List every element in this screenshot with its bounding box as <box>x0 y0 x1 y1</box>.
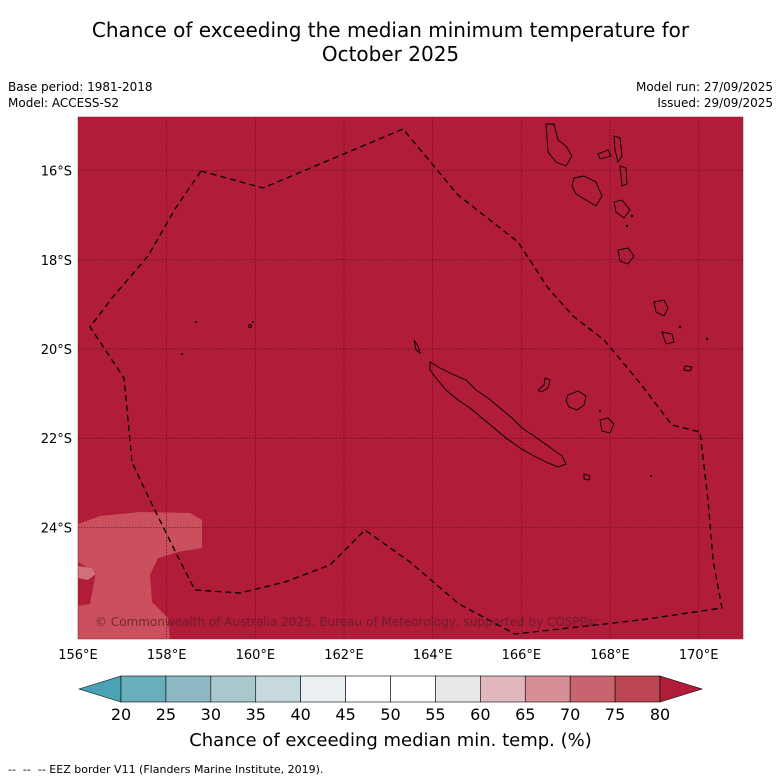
colorbar-tick-label: 30 <box>201 705 221 724</box>
ambae <box>597 149 612 160</box>
base-period: Base period: 1981-2018 <box>8 80 153 94</box>
colorbar-box <box>345 675 391 703</box>
colorbar-tick-label: 25 <box>156 705 176 724</box>
lon-tick-label: 164°E <box>413 648 453 663</box>
islet <box>650 475 652 477</box>
colorbar-tick-label: 55 <box>425 705 445 724</box>
title-line-1: Chance of exceeding the median minimum t… <box>91 18 690 42</box>
lifou-island <box>565 390 587 411</box>
colorbar-ticks: 20 25 30 35 40 45 50 55 60 65 70 75 80 <box>111 705 670 724</box>
eez-border <box>89 128 723 635</box>
colorbar-tick-label: 45 <box>335 705 355 724</box>
islet <box>630 214 634 218</box>
meta-left: Base period: 1981-2018 Model: ACCESS-S2 <box>8 79 153 111</box>
colorbar-box <box>300 675 346 703</box>
colorbar-tick-label: 35 <box>246 705 266 724</box>
latitude-labels: 16°S 18°S 20°S 22°S 24°S <box>41 165 72 537</box>
colorbar-box <box>614 675 661 703</box>
malakula <box>571 175 603 207</box>
colorbar-box <box>524 675 571 703</box>
maewo-pentecost <box>613 135 623 164</box>
longitude-labels: 156°E 158°E 160°E 162°E 164°E 166°E 168°E 170°E <box>58 648 718 663</box>
model-name: Model: ACCESS-S2 <box>8 96 120 110</box>
islet <box>252 321 254 323</box>
epi-island <box>613 199 631 219</box>
model-run: Model run: 27/09/2025 <box>635 80 773 94</box>
lat-tick-label: 24°S <box>41 521 72 536</box>
colorbar-box <box>165 675 212 703</box>
mare-island <box>599 417 615 434</box>
probability-field <box>78 117 743 639</box>
colorbar-boxes <box>120 675 661 703</box>
espiritu-santo <box>545 123 573 167</box>
isle-of-pines <box>583 473 591 481</box>
colorbar-box <box>255 675 301 703</box>
pentecost <box>619 165 628 187</box>
lon-tick-label: 156°E <box>58 648 98 663</box>
colorbar-over-arrow <box>659 675 704 703</box>
copyright-notice: © Commonwealth of Australia 2025, Bureau… <box>95 615 600 629</box>
efate <box>617 247 635 265</box>
colorbar-tick-label: 70 <box>560 705 580 724</box>
map-panel: © Commonwealth of Australia 2025, Bureau… <box>77 116 744 640</box>
lat-tick-label: 20°S <box>41 343 72 358</box>
islet <box>195 321 197 323</box>
colorbar-box <box>120 675 167 703</box>
colorbar-under-arrow <box>77 675 122 703</box>
lon-tick-label: 160°E <box>236 648 276 663</box>
issued-date: Issued: 29/09/2025 <box>657 96 773 110</box>
lon-tick-label: 168°E <box>590 648 630 663</box>
colorbar: 20 25 30 35 40 45 50 55 60 65 70 75 80 <box>77 675 704 724</box>
colorbar-box <box>435 675 481 703</box>
gridlines <box>78 117 743 639</box>
colorbar-title: Chance of exceeding median min. temp. (%… <box>189 730 592 751</box>
title-line-2: October 2025 <box>321 42 460 66</box>
belep-islets <box>413 339 421 355</box>
islet <box>705 337 709 341</box>
lat-tick-label: 18°S <box>41 254 72 269</box>
lon-tick-label: 158°E <box>147 648 187 663</box>
lower-probability-patch <box>78 512 202 639</box>
colorbar-tick-label: 20 <box>111 705 131 724</box>
aneityum <box>683 365 693 372</box>
islet <box>181 353 183 355</box>
colorbar-box <box>390 675 436 703</box>
islet <box>599 410 601 412</box>
colorbar-tick-label: 75 <box>605 705 625 724</box>
lower-probability-notch <box>78 566 96 580</box>
lon-tick-label: 170°E <box>679 648 719 663</box>
islet <box>625 224 629 228</box>
map-title: Chance of exceeding the median minimum t… <box>0 18 781 66</box>
lat-tick-label: 22°S <box>41 432 72 447</box>
colorbar-box <box>569 675 616 703</box>
meta-right: Model run: 27/09/2025 Issued: 29/09/2025 <box>636 79 773 111</box>
tanna <box>661 331 675 345</box>
lat-tick-label: 16°S <box>41 165 72 180</box>
lon-tick-label: 166°E <box>502 648 542 663</box>
erromango <box>653 299 669 317</box>
colorbar-tick-label: 50 <box>380 705 400 724</box>
colorbar-tick-label: 80 <box>650 705 670 724</box>
islet <box>248 324 252 328</box>
colorbar-box <box>210 675 257 703</box>
new-caledonia-island <box>429 361 567 468</box>
islet <box>678 325 682 329</box>
eez-legend-footer: -- -- -- EEZ border V11 (Flanders Marine… <box>8 763 324 776</box>
colorbar-box <box>480 675 526 703</box>
colorbar-tick-label: 65 <box>515 705 535 724</box>
ouvea-island <box>537 377 551 393</box>
colorbar-tick-label: 60 <box>470 705 490 724</box>
map-frame <box>77 116 744 640</box>
colorbar-tick-label: 40 <box>290 705 310 724</box>
lon-tick-label: 162°E <box>324 648 364 663</box>
